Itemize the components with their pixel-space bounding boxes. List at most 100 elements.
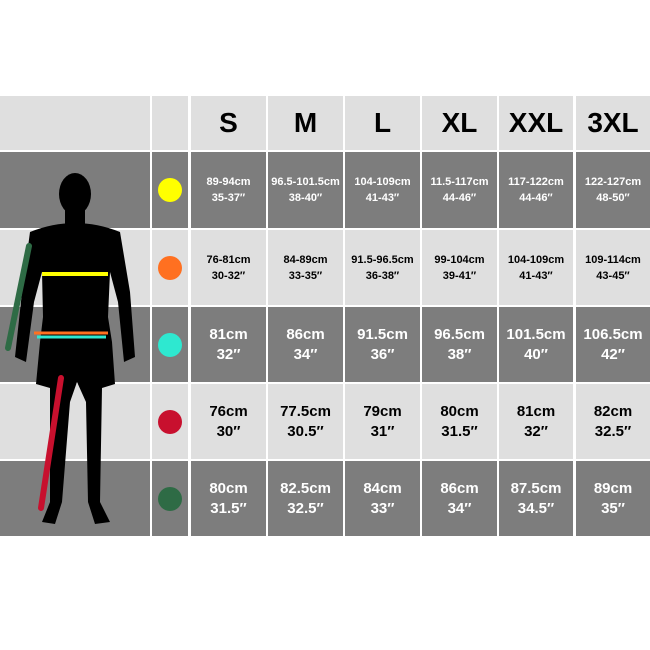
yellow-dot-icon [158, 178, 182, 202]
cm-value: 84cm [363, 479, 402, 497]
inseam-measure-line [38, 375, 64, 511]
inch-value: 34.5″ [517, 499, 555, 517]
table-cell: 80cm 31.5″ [422, 384, 497, 459]
inch-value: 36″ [370, 345, 395, 363]
table-cell: 86cm 34″ [422, 461, 497, 536]
inch-value: 41-43″ [365, 192, 400, 204]
table-cell: 81cm 32″ [499, 384, 573, 459]
inch-value: 33-35″ [288, 269, 323, 282]
cm-value: 104-109cm [354, 176, 411, 188]
table-cell: 91.5cm 36″ [345, 307, 420, 382]
size-header-xl: XL [422, 96, 497, 150]
table-cell: 80cm 31.5″ [191, 461, 266, 536]
measure-icon-cell [152, 461, 188, 536]
table-cell: 87.5cm 34.5″ [499, 461, 573, 536]
cm-value: 84-89cm [283, 253, 328, 266]
inch-value: 35″ [601, 499, 625, 517]
table-cell: 109-114cm 43-45″ [576, 230, 650, 305]
cm-value: 96.5cm [434, 325, 485, 343]
inch-value: 38″ [447, 345, 472, 363]
table-cell: 77.5cm 30.5″ [268, 384, 343, 459]
inch-value: 32″ [524, 422, 548, 440]
inch-value: 34″ [293, 345, 318, 363]
cm-value: 87.5cm [510, 479, 562, 497]
inch-value: 32.5″ [287, 499, 324, 517]
inch-value: 32.5″ [594, 422, 632, 440]
table-cell: 76cm 30″ [191, 384, 266, 459]
table-cell: 76-81cm 30-32″ [191, 230, 266, 305]
cm-value: 76-81cm [206, 253, 251, 266]
table-cell: 96.5-101.5cm 38-40″ [268, 152, 343, 228]
cm-value: 80cm [440, 402, 479, 420]
inch-value: 32″ [216, 345, 241, 363]
inch-value: 31″ [370, 422, 395, 440]
cm-value: 80cm [209, 479, 248, 497]
cm-value: 89-94cm [206, 176, 251, 188]
cm-value: 109-114cm [585, 253, 641, 266]
size-label: L [373, 107, 392, 138]
figure-band-5 [0, 461, 150, 536]
inch-value: 44-46″ [519, 192, 553, 204]
red-dot-icon [158, 409, 182, 434]
inch-value: 35-37″ [211, 192, 246, 204]
table-cell: 101.5cm 40″ [499, 307, 573, 382]
header-blank-icon [152, 96, 188, 150]
cm-value: 86cm [440, 479, 479, 497]
table-cell: 86cm 34″ [268, 307, 343, 382]
inch-value: 40″ [524, 345, 548, 363]
inch-value: 30-32″ [211, 269, 246, 282]
cm-value: 86cm [286, 325, 325, 343]
header-blank-figure [0, 96, 150, 150]
cm-value: 82cm [593, 402, 633, 420]
cm-value: 106.5cm [583, 325, 643, 343]
table-cell: 81cm 32″ [191, 307, 266, 382]
cm-value: 79cm [363, 402, 402, 420]
table-cell: 79cm 31″ [345, 384, 420, 459]
cyan-dot-icon [158, 332, 182, 357]
measure-icon-cell [152, 384, 188, 459]
size-header-m: M [268, 96, 343, 150]
inch-value: 33″ [370, 499, 395, 517]
inch-value: 34″ [447, 499, 472, 517]
measure-icon-cell [152, 230, 188, 305]
body-silhouette-figure [0, 152, 150, 536]
table-cell: 99-104cm 39-41″ [422, 230, 497, 305]
inch-value: 31.5″ [210, 499, 247, 517]
cm-value: 89cm [593, 479, 633, 497]
size-label: 3XL [587, 107, 639, 138]
green-dot-icon [158, 486, 182, 511]
orange-dot-icon [158, 255, 182, 280]
cm-value: 122-127cm [584, 176, 642, 188]
size-header-s: S [191, 96, 266, 150]
cm-value: 104-109cm [507, 253, 565, 266]
cm-value: 76cm [209, 402, 248, 420]
inch-value: 36-38″ [365, 269, 400, 282]
inch-value: 30.5″ [287, 422, 324, 440]
inch-value: 43-45″ [596, 269, 630, 282]
size-label: XL [441, 107, 478, 138]
cm-value: 96.5-101.5cm [271, 176, 340, 188]
size-label: M [293, 107, 318, 138]
figure-band-4 [0, 384, 150, 459]
size-header-xxl: XXL [499, 96, 573, 150]
inch-value: 31.5″ [441, 422, 478, 440]
table-cell: 122-127cm 48-50″ [576, 152, 650, 228]
table-cell: 91.5-96.5cm 36-38″ [345, 230, 420, 305]
cm-value: 77.5cm [280, 402, 331, 420]
size-header-l: L [345, 96, 420, 150]
inch-value: 41-43″ [519, 269, 553, 282]
inch-value: 42″ [601, 345, 625, 363]
size-header-3xl: 3XL [576, 96, 650, 150]
cm-value: 11.5-117cm [430, 176, 489, 188]
table-cell: 82cm 32.5″ [576, 384, 650, 459]
size-label: S [219, 107, 238, 138]
cm-value: 101.5cm [506, 325, 566, 343]
cm-value: 91.5cm [357, 325, 408, 343]
table-cell: 104-109cm 41-43″ [499, 230, 573, 305]
table-cell: 82.5cm 32.5″ [268, 461, 343, 536]
table-cell: 84cm 33″ [345, 461, 420, 536]
table-cell: 89-94cm 35-37″ [191, 152, 266, 228]
measure-icon-cell [152, 152, 188, 228]
table-cell: 89cm 35″ [576, 461, 650, 536]
table-cell: 104-109cm 41-43″ [345, 152, 420, 228]
